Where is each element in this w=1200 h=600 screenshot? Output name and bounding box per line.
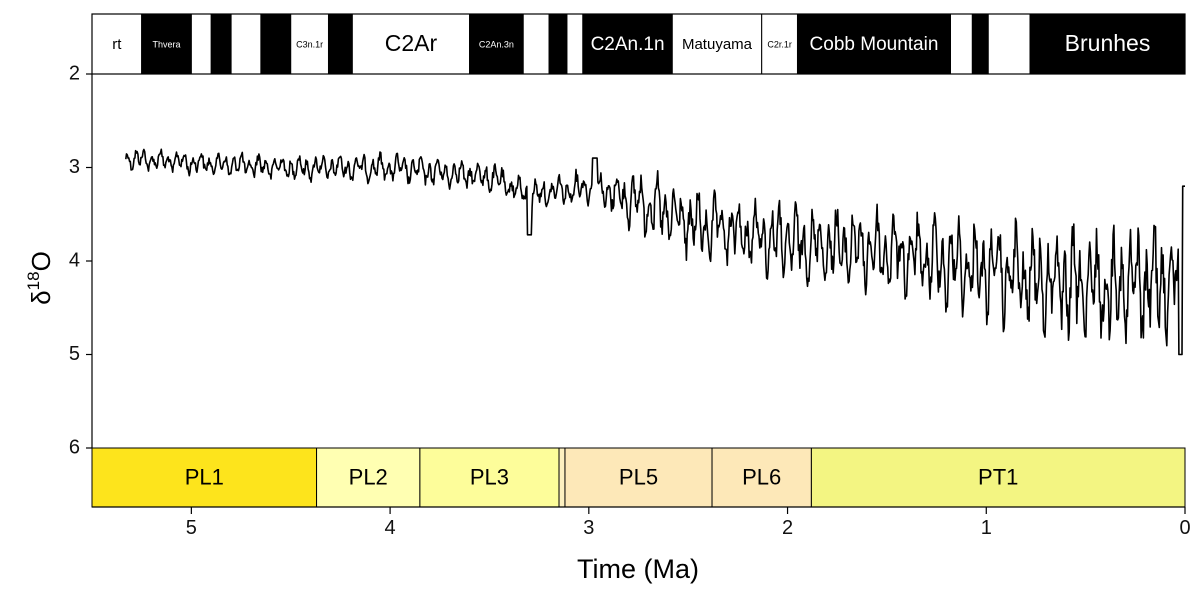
stage-bar: PL1 PL2 PL3 PL5 PL6 PT1 (91, 447, 1186, 508)
stage-label: PL2 (349, 464, 388, 489)
x-tick-label: 2 (782, 517, 793, 539)
stage-5 (711, 447, 812, 508)
x-tick-label: 4 (385, 517, 396, 539)
y-axis-label: δ18O (24, 251, 56, 305)
stage-6 (810, 447, 1186, 508)
chron-label: rt (112, 36, 122, 53)
chron-label: C2Ar (385, 30, 438, 56)
stage-label: PL1 (185, 464, 224, 489)
chron-label: C2r.1r (767, 39, 792, 49)
chron-12 (566, 13, 584, 75)
chron-13 (582, 13, 673, 75)
chron-label: C2An.1n (591, 34, 665, 55)
chron-label: Matuyama (682, 36, 753, 53)
chron-7 (327, 13, 353, 75)
chron-20 (1029, 13, 1186, 75)
x-ticks: 5 4 3 2 1 0 (186, 507, 1191, 539)
y-tick-label: 4 (69, 249, 80, 271)
chron-label: C3n.1r (296, 39, 323, 49)
chron-frame (91, 13, 1186, 75)
chron-19 (987, 13, 1031, 75)
x-tick-label: 0 (1179, 517, 1190, 539)
stage-label: PL3 (470, 464, 509, 489)
chron-4 (230, 13, 262, 75)
chron-8 (351, 13, 471, 75)
magnetostratigraphy-bar: rt Thvera C3n.1r C2Ar C2An.3n C2An.1n Matuyama… (0, 13, 1186, 75)
chron-2 (190, 13, 212, 75)
chron-label: Brunhes (1065, 30, 1151, 56)
chron-15 (761, 13, 798, 75)
x-tick-label: 3 (583, 517, 594, 539)
chron-label: C2An.3n (479, 39, 514, 49)
y-tick-label: 2 (69, 62, 80, 84)
y-axis-label-base: δ (26, 290, 56, 304)
axes (91, 74, 1185, 508)
y-axis-label-tail: O (26, 251, 56, 271)
y-tick-label: 5 (69, 343, 80, 365)
chron-label: Thvera (153, 39, 181, 49)
x-axis-label: Time (Ma) (577, 554, 699, 584)
stage-label: PT1 (978, 464, 1018, 489)
stage-2 (419, 447, 560, 508)
y-tick-label: 6 (69, 436, 80, 458)
chron-1 (141, 13, 192, 75)
chron-label: Cobb Mountain (810, 34, 939, 55)
stage-1 (316, 447, 421, 508)
chron-5 (260, 13, 292, 75)
y-tick-label: 3 (69, 156, 80, 178)
stage-3 (558, 447, 566, 508)
stage-label: PL6 (742, 464, 781, 489)
x-tick-label: 5 (186, 517, 197, 539)
chron-17 (950, 13, 973, 75)
stage-label: PL5 (619, 464, 658, 489)
chron-0 (91, 13, 143, 75)
chron-11 (548, 13, 568, 75)
stage-0 (91, 447, 318, 508)
y-axis-label-sup: 18 (24, 271, 43, 290)
chron-mask (0, 13, 92, 75)
x-tick-label: 1 (981, 517, 992, 539)
y-ticks: 2 3 4 5 6 (69, 62, 92, 458)
series-line-d18o (125, 148, 1185, 356)
chron-18 (971, 13, 989, 75)
chron-3 (210, 13, 232, 75)
chron-10 (522, 13, 550, 75)
